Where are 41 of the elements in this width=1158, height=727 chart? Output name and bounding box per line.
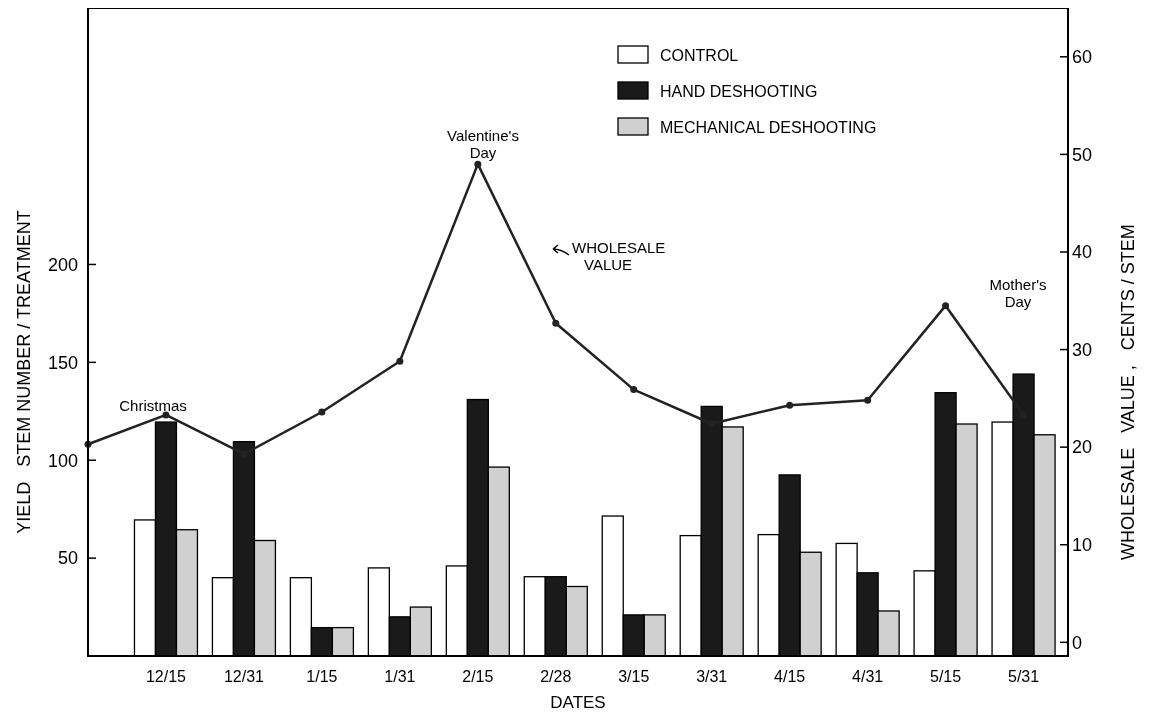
point	[630, 386, 638, 394]
x-tick-label: 4/31	[852, 668, 884, 685]
x-tick-label: 12/15	[145, 668, 187, 685]
y2-tick-label: 50	[1072, 144, 1093, 165]
y2-tick-label: 10	[1072, 535, 1093, 556]
point	[942, 302, 950, 310]
x-axis-title: DATES	[550, 693, 606, 712]
x-tick-label: 2/28	[540, 668, 572, 685]
y-axis-title: YIELD STEM NUMBER / TREATMENT	[14, 210, 34, 534]
legend-label: HAND DESHOOTING	[660, 82, 818, 100]
annotation: Mother's Day	[989, 276, 1047, 311]
point	[864, 396, 872, 404]
x-tick-label: 4/15	[774, 668, 806, 685]
annotation: Valentine's Day	[447, 127, 519, 162]
x-tick-label: 5/15	[930, 668, 962, 685]
y2-tick-label: 60	[1072, 47, 1093, 68]
y-tick-label: 200	[47, 254, 78, 275]
point	[162, 411, 170, 419]
x-tick-label: 1/31	[384, 668, 416, 685]
y2-tick-label: 20	[1072, 437, 1093, 458]
x-tick-label: 2/15	[462, 668, 494, 685]
point	[396, 357, 404, 365]
point	[318, 408, 326, 416]
y-tick-label: 100	[47, 450, 78, 471]
annotation: Christmas	[119, 397, 187, 414]
x-tick-label: 1/15	[306, 668, 338, 685]
annotation: WHOLESALE VALUE	[572, 239, 666, 274]
y-tick-label: 150	[47, 352, 78, 373]
x-tick-label: 12/31	[223, 668, 265, 685]
legend-label: MECHANICAL DESHOOTING	[660, 118, 877, 136]
y2-tick-label: 40	[1072, 242, 1093, 263]
point	[552, 319, 560, 327]
y2-axis-title: WHOLESALE VALUE , CENTS / STEM	[1118, 224, 1138, 560]
y2-tick-label: 30	[1072, 339, 1093, 360]
x-tick-label: 5/31	[1007, 668, 1040, 685]
point	[786, 401, 794, 409]
y2-tick-label: 0	[1072, 632, 1083, 653]
x-tick-label: 3/15	[618, 668, 650, 685]
x-tick-label: 3/31	[696, 668, 728, 685]
legend-label: CONTROL	[660, 46, 739, 64]
y-tick-label: 50	[57, 548, 78, 569]
